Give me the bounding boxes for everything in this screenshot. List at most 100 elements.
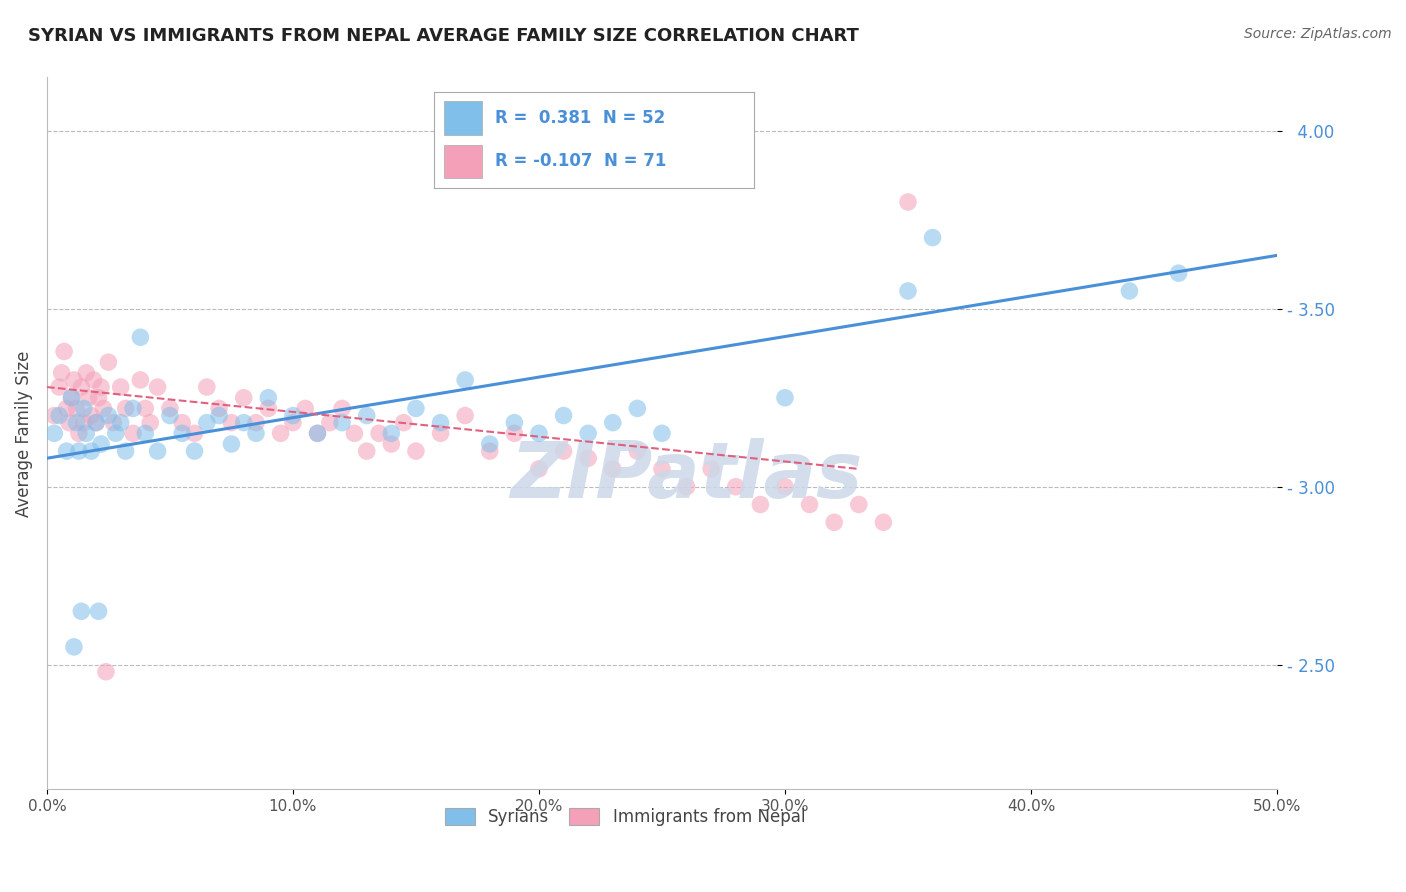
Point (65, 401, 87, 416)
Point (139, 416, 162, 430)
Point (651, 426, 673, 441)
Point (97, 355, 120, 369)
Point (146, 380, 169, 394)
Point (63, 640, 86, 654)
Point (527, 462, 550, 476)
Point (749, 498, 772, 512)
Point (60, 391, 83, 405)
Point (103, 416, 125, 430)
Point (48, 380, 70, 394)
Point (73, 401, 96, 416)
Point (55, 401, 77, 416)
Point (172, 426, 194, 441)
Point (114, 444, 136, 458)
Point (58, 416, 80, 430)
Point (55, 444, 77, 458)
Point (183, 444, 205, 458)
Point (60, 391, 83, 405)
Point (48, 409, 70, 423)
Point (368, 426, 391, 441)
Point (129, 330, 152, 344)
Point (114, 401, 136, 416)
Point (848, 498, 870, 512)
Point (232, 391, 254, 405)
Point (626, 401, 648, 416)
Legend: Syrians, Immigrants from Nepal: Syrians, Immigrants from Nepal (436, 799, 814, 834)
Point (75, 426, 97, 441)
Point (307, 426, 329, 441)
Point (159, 401, 181, 416)
Point (87, 604, 110, 618)
Point (602, 462, 624, 476)
Point (83, 373, 105, 387)
Point (872, 516, 894, 530)
Point (454, 409, 477, 423)
Point (330, 416, 353, 430)
Point (773, 391, 796, 405)
Point (67, 426, 90, 441)
Point (51, 366, 73, 380)
Point (294, 401, 316, 416)
Point (90, 380, 112, 394)
Point (281, 416, 304, 430)
Point (221, 416, 243, 430)
Point (93, 401, 115, 416)
Point (1118, 284, 1140, 298)
Point (527, 426, 550, 441)
Text: Source: ZipAtlas.com: Source: ZipAtlas.com (1244, 27, 1392, 41)
Point (245, 416, 267, 430)
Point (602, 416, 624, 430)
Point (724, 480, 747, 494)
Point (1167, 266, 1189, 280)
Point (330, 401, 353, 416)
Point (232, 416, 254, 430)
Point (626, 444, 648, 458)
Point (392, 416, 415, 430)
Point (84, 416, 107, 430)
Point (281, 409, 304, 423)
Point (77, 391, 100, 405)
Point (503, 426, 526, 441)
Point (478, 437, 501, 451)
Point (146, 444, 169, 458)
Point (70, 604, 93, 618)
Point (257, 391, 280, 405)
Point (80, 444, 103, 458)
Point (44, 409, 66, 423)
Point (134, 401, 156, 416)
Point (129, 373, 152, 387)
Point (429, 416, 451, 430)
Point (553, 409, 575, 423)
Point (651, 462, 673, 476)
Point (576, 426, 599, 441)
Point (307, 426, 329, 441)
Point (576, 451, 599, 466)
Point (503, 416, 526, 430)
Point (73, 416, 96, 430)
Point (897, 284, 920, 298)
Point (97, 409, 120, 423)
Point (675, 480, 697, 494)
Point (172, 416, 194, 430)
Point (84, 416, 107, 430)
Point (63, 373, 86, 387)
Point (221, 437, 243, 451)
Point (257, 401, 280, 416)
Point (104, 426, 127, 441)
Point (80, 409, 103, 423)
Point (270, 426, 292, 441)
Point (53, 344, 76, 359)
Y-axis label: Average Family Size: Average Family Size (15, 351, 32, 516)
Point (195, 380, 218, 394)
Point (380, 437, 402, 451)
Point (122, 426, 145, 441)
Point (208, 401, 231, 416)
Point (405, 444, 427, 458)
Point (897, 194, 920, 209)
Point (245, 426, 267, 441)
Point (44, 426, 66, 441)
Point (380, 426, 402, 441)
Point (183, 426, 205, 441)
Point (122, 401, 145, 416)
Point (87, 391, 110, 405)
